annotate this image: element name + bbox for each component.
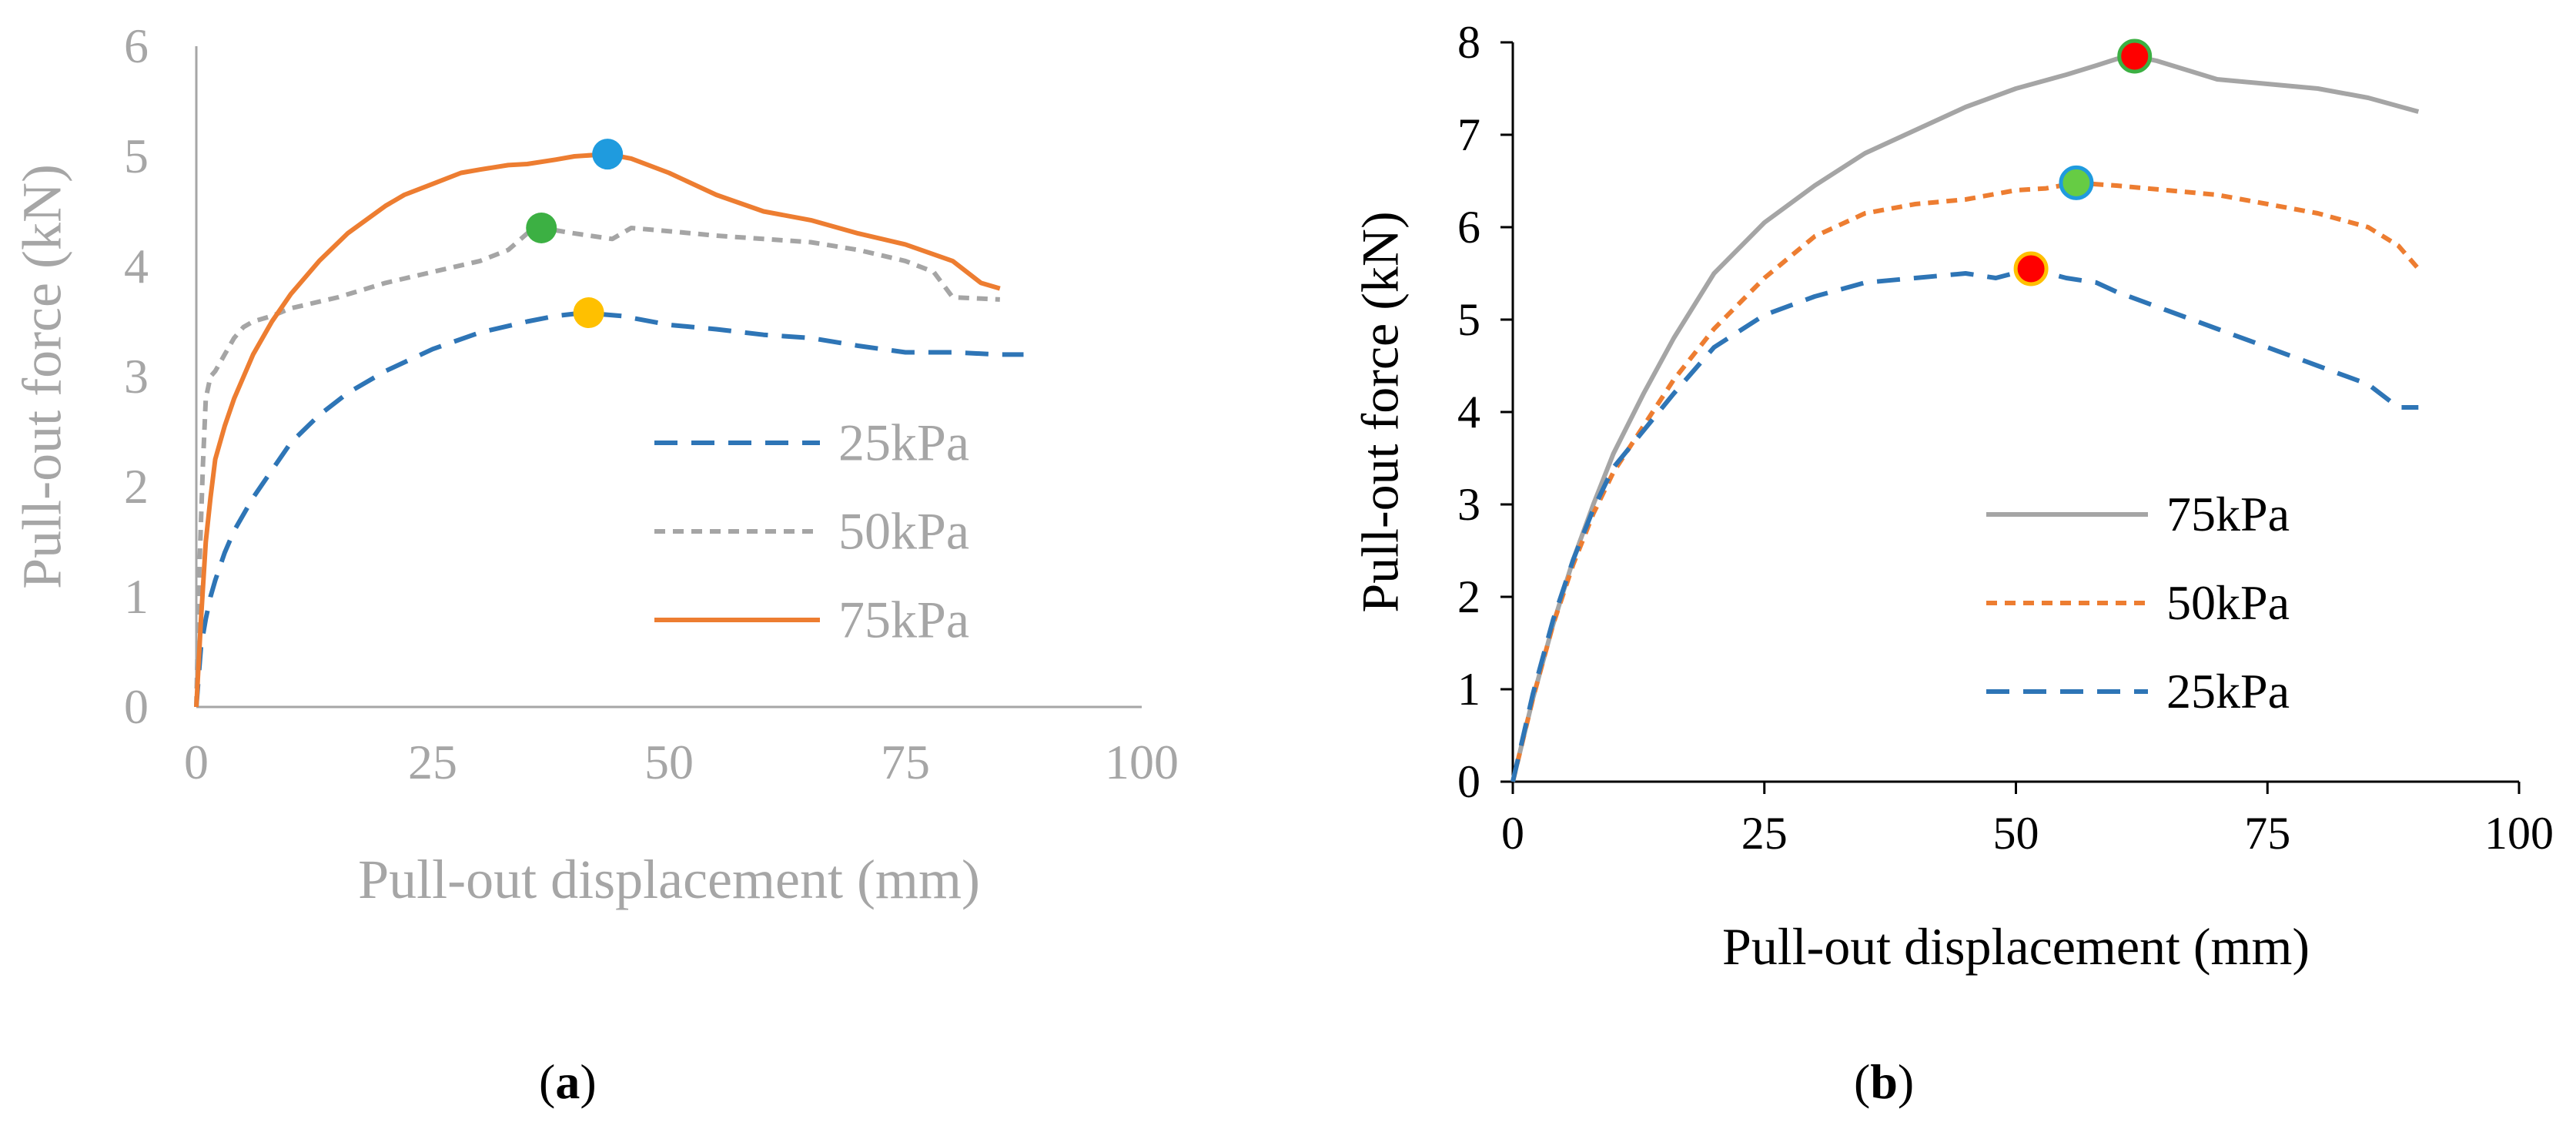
peak-marker-50kPa (2059, 165, 2094, 200)
y-tick-label: 8 (1457, 17, 1480, 68)
series-line-75kPa (194, 152, 1001, 708)
legend-label-50kPa: 50kPa (2166, 575, 2290, 630)
x-tick-label: 100 (2484, 808, 2554, 859)
series-line-25kPa (194, 310, 1024, 708)
panel-a-label: (a) (539, 1054, 597, 1109)
x-axis-label: Pull-out displacement (mm) (358, 849, 980, 910)
legend-label-75kPa: 75kPa (838, 590, 969, 648)
y-axis-label: Pull-out force (kN) (12, 164, 73, 589)
x-tick-label: 25 (408, 735, 457, 789)
legend-label-75kPa: 75kPa (2166, 487, 2290, 541)
y-tick-label: 1 (124, 569, 149, 624)
x-tick-label: 100 (1105, 735, 1179, 789)
series-line-50kPa (194, 226, 1000, 708)
y-tick-label: 5 (124, 129, 149, 183)
x-tick-label: 75 (2244, 808, 2290, 859)
x-tick-label: 0 (1501, 808, 1524, 859)
y-tick-label: 5 (1457, 294, 1480, 345)
y-tick-label: 2 (1457, 571, 1480, 622)
x-tick-label: 75 (881, 735, 930, 789)
peak-marker-75kPa (2117, 39, 2153, 74)
legend-label-25kPa: 25kPa (838, 413, 969, 471)
y-tick-label: 6 (124, 18, 149, 73)
peak-marker-25kPa (573, 297, 604, 329)
y-tick-label: 0 (124, 679, 149, 734)
y-tick-label: 3 (124, 349, 149, 404)
legend-label-50kPa: 50kPa (838, 501, 969, 560)
chart-b: 0 1 2 3 4 5 6 7 8 0 25 50 75 100 Pull-out displacement… (1351, 17, 2554, 976)
y-tick-label: 4 (1457, 387, 1480, 437)
y-tick-label: 3 (1457, 479, 1480, 530)
y-tick-label: 4 (124, 239, 149, 293)
x-axis-label: Pull-out displacement (mm) (1722, 917, 2310, 976)
series-line-75kPa (1510, 54, 2420, 782)
y-tick-label: 7 (1457, 109, 1480, 160)
x-tick-label: 50 (644, 735, 694, 789)
peak-marker-50kPa (526, 212, 557, 243)
peak-marker-75kPa (592, 139, 624, 170)
y-tick-label: 0 (1457, 756, 1480, 807)
peak-marker-25kPa (2013, 251, 2049, 286)
x-tick-label: 25 (1741, 808, 1788, 859)
y-tick-label: 6 (1457, 202, 1480, 253)
y-tick-label: 1 (1457, 664, 1480, 715)
y-tick-label: 2 (124, 459, 149, 514)
x-tick-label: 0 (184, 735, 209, 789)
chart-a: 0 1 2 3 4 5 6 0 25 50 75 100 Pull-out displacement (… (12, 18, 1179, 910)
y-axis-label: Pull-out force (kN) (1351, 211, 1410, 612)
x-tick-label: 50 (1993, 808, 2039, 859)
legend-label-25kPa: 25kPa (2166, 664, 2290, 719)
panel-b-label: (b) (1854, 1054, 1915, 1109)
